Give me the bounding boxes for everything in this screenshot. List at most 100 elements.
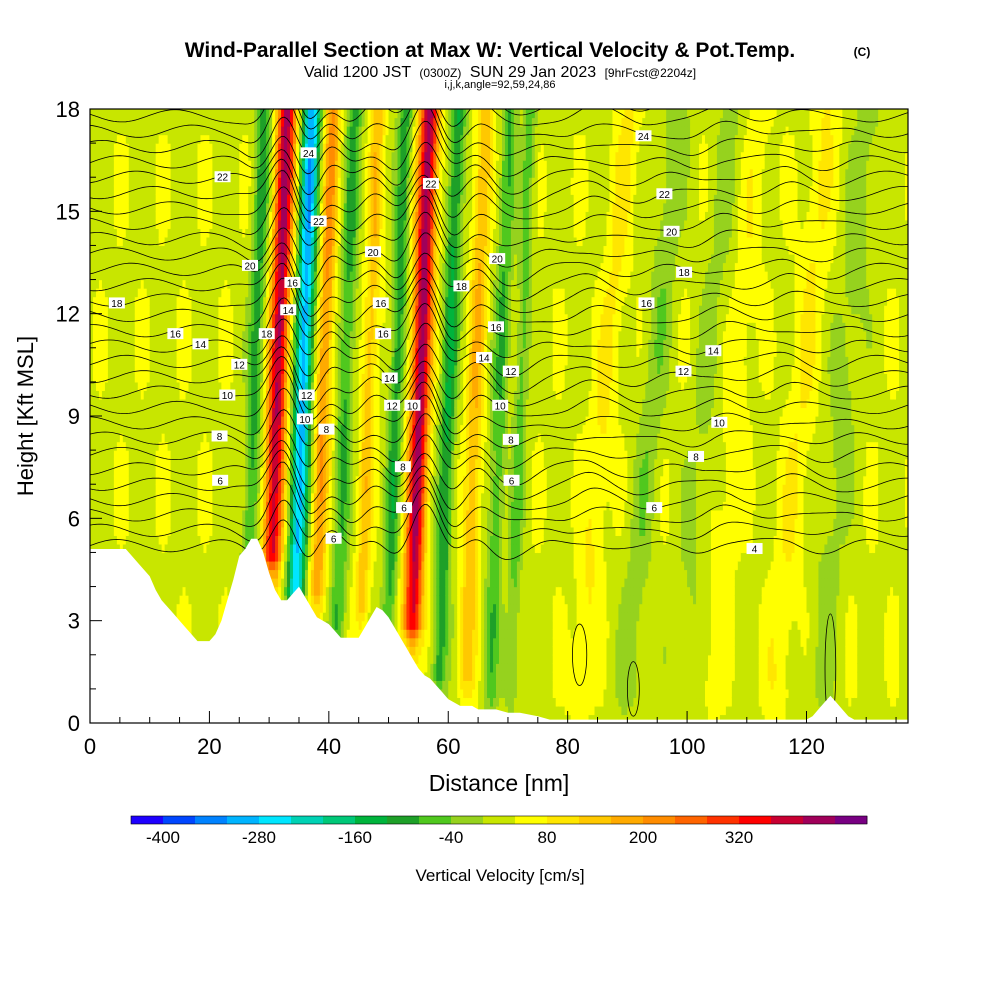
w-cell: [170, 253, 175, 264]
w-cell: [170, 603, 175, 613]
w-cell: [188, 450, 193, 460]
w-cell: [191, 279, 196, 289]
w-cell: [182, 296, 187, 306]
w-cell: [110, 492, 115, 502]
w-cell: [146, 109, 151, 119]
w-cell: [161, 160, 166, 170]
w-cell: [95, 322, 100, 332]
w-cell: [140, 356, 145, 366]
w-cell: [104, 271, 109, 281]
w-cell: [101, 168, 106, 178]
w-cell: [191, 595, 196, 605]
w-cell: [188, 458, 193, 468]
w-cell: [110, 416, 115, 426]
w-cell: [155, 364, 160, 374]
w-cell: [104, 134, 109, 144]
w-cell: [110, 467, 115, 477]
w-cell: [125, 509, 130, 519]
w-cell: [152, 134, 157, 144]
w-cell: [170, 160, 175, 170]
w-cell: [98, 313, 103, 323]
w-cell: [137, 339, 142, 349]
w-cell: [149, 322, 154, 332]
w-cell: [194, 450, 199, 460]
w-cell: [176, 339, 181, 349]
w-cell: [122, 518, 127, 528]
w-cell: [122, 236, 127, 247]
w-cell: [92, 219, 97, 229]
w-cell: [104, 458, 109, 468]
w-cell: [179, 467, 184, 477]
w-cell: [149, 160, 154, 170]
w-cell: [101, 185, 106, 195]
w-cell: [179, 236, 184, 247]
w-cell: [191, 450, 196, 460]
w-cell: [146, 330, 151, 340]
w-cell: [167, 356, 172, 366]
w-cell: [119, 109, 124, 119]
w-cell: [90, 475, 94, 485]
w-cell: [131, 492, 136, 502]
w-cell: [110, 381, 115, 392]
w-cell: [131, 552, 136, 562]
w-cell: [194, 612, 199, 622]
w-cell: [170, 526, 175, 536]
w-cell: [110, 143, 115, 153]
w-cell: [98, 168, 103, 178]
w-cell: [122, 450, 127, 460]
w-cell: [173, 492, 178, 502]
w-cell: [92, 339, 97, 349]
w-cell: [179, 126, 184, 136]
w-cell: [107, 433, 112, 443]
w-cell: [101, 330, 106, 340]
w-cell: [107, 381, 112, 392]
w-cell: [146, 245, 151, 255]
w-cell: [164, 339, 169, 349]
w-cell: [176, 578, 181, 588]
w-cell: [152, 143, 157, 153]
w-cell: [173, 194, 178, 204]
w-cell: [161, 202, 166, 212]
w-cell: [182, 458, 187, 468]
w-cell: [185, 313, 190, 323]
w-cell: [185, 143, 190, 153]
w-cell: [113, 458, 118, 468]
w-cell: [194, 586, 199, 596]
w-cell: [116, 143, 121, 153]
w-cell: [158, 262, 163, 272]
w-cell: [107, 416, 112, 426]
w-cell: [191, 322, 196, 332]
w-cell: [90, 390, 94, 400]
w-cell: [134, 143, 139, 153]
w-cell: [128, 364, 133, 374]
w-cell: [188, 416, 193, 426]
w-cell: [92, 296, 97, 306]
w-cell: [155, 202, 160, 212]
w-cell: [143, 518, 148, 528]
w-cell: [110, 339, 115, 349]
w-cell: [116, 373, 121, 383]
w-cell: [128, 228, 133, 238]
w-cell: [164, 398, 169, 409]
w-cell: [104, 518, 109, 528]
w-cell: [95, 160, 100, 170]
w-cell: [98, 236, 103, 247]
w-cell: [179, 543, 184, 554]
w-cell: [140, 492, 145, 502]
w-cell: [179, 168, 184, 178]
w-cell: [131, 262, 136, 272]
w-cell: [164, 322, 169, 332]
w-cell: [116, 441, 121, 451]
w-cell: [191, 441, 196, 451]
w-cell: [101, 126, 106, 136]
w-cell: [119, 373, 124, 383]
w-cell: [182, 467, 187, 477]
w-cell: [128, 330, 133, 340]
w-cell: [185, 586, 190, 596]
w-cell: [107, 484, 112, 494]
w-cell: [182, 595, 187, 605]
w-cell: [128, 296, 133, 306]
w-cell: [149, 518, 154, 528]
w-cell: [137, 177, 142, 187]
w-cell: [104, 467, 109, 477]
